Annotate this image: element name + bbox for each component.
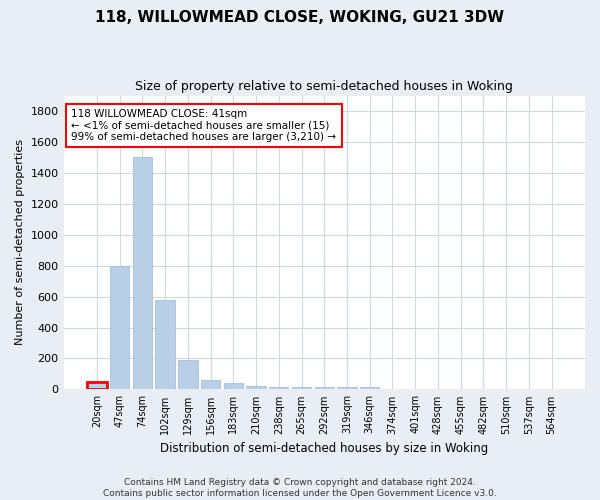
- Bar: [87, 382, 107, 390]
- Bar: [201, 380, 220, 390]
- X-axis label: Distribution of semi-detached houses by size in Woking: Distribution of semi-detached houses by …: [160, 442, 488, 455]
- Bar: [110, 266, 130, 390]
- Text: Contains HM Land Registry data © Crown copyright and database right 2024.
Contai: Contains HM Land Registry data © Crown c…: [103, 478, 497, 498]
- Bar: [337, 387, 356, 390]
- Bar: [314, 387, 334, 390]
- Title: Size of property relative to semi-detached houses in Woking: Size of property relative to semi-detach…: [136, 80, 513, 93]
- Text: 118 WILLOWMEAD CLOSE: 41sqm
← <1% of semi-detached houses are smaller (15)
99% o: 118 WILLOWMEAD CLOSE: 41sqm ← <1% of sem…: [71, 109, 337, 142]
- Bar: [360, 387, 379, 390]
- Bar: [133, 158, 152, 390]
- Bar: [247, 386, 266, 390]
- Bar: [269, 387, 289, 390]
- Bar: [224, 383, 243, 390]
- Bar: [292, 387, 311, 390]
- Text: 118, WILLOWMEAD CLOSE, WOKING, GU21 3DW: 118, WILLOWMEAD CLOSE, WOKING, GU21 3DW: [95, 10, 505, 25]
- Bar: [178, 360, 197, 390]
- Y-axis label: Number of semi-detached properties: Number of semi-detached properties: [15, 140, 25, 346]
- Bar: [155, 300, 175, 390]
